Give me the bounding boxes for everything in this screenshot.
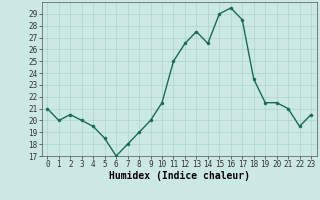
X-axis label: Humidex (Indice chaleur): Humidex (Indice chaleur) — [109, 171, 250, 181]
